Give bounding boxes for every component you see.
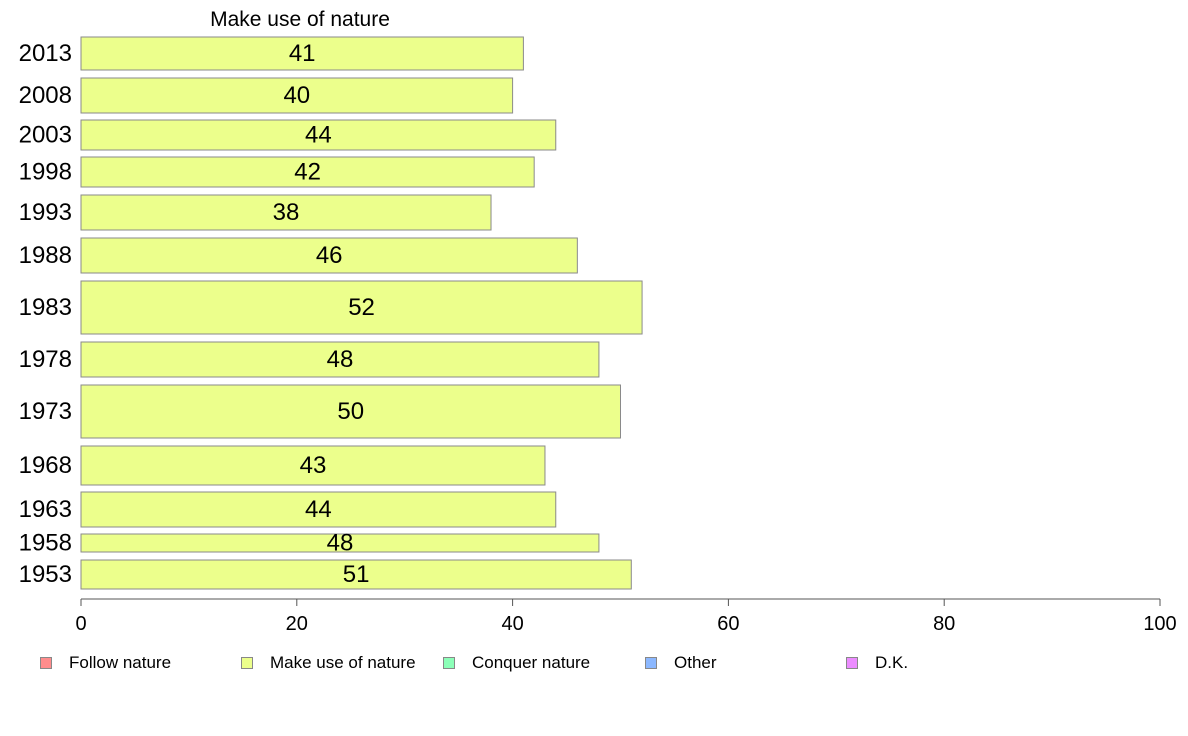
bar bbox=[80, 559, 632, 590]
y-tick-label: 2008 bbox=[19, 82, 72, 109]
legend: Follow nature Make use of nature Conquer… bbox=[0, 650, 1188, 676]
legend-label: Follow nature bbox=[69, 653, 172, 672]
legend-label: Other bbox=[674, 653, 717, 672]
legend-label: Conquer nature bbox=[472, 653, 591, 672]
bar bbox=[80, 280, 643, 335]
legend-item-make-use-of-nature: Make use of nature bbox=[241, 650, 416, 676]
x-tick-label: 60 bbox=[717, 613, 739, 635]
bar bbox=[80, 491, 557, 528]
legend-item-other: Other bbox=[645, 650, 717, 676]
legend-item-dk: D.K. bbox=[846, 650, 908, 676]
y-tick-label: 1993 bbox=[19, 199, 72, 226]
bar bbox=[80, 36, 524, 71]
y-tick-label: 1973 bbox=[19, 398, 72, 425]
y-tick-label: 1953 bbox=[19, 561, 72, 588]
y-tick-label: 1998 bbox=[19, 159, 72, 186]
y-tick-label: 1978 bbox=[19, 346, 72, 373]
bar bbox=[80, 156, 535, 188]
data-label: 43 bbox=[300, 452, 327, 479]
y-tick-label: 1963 bbox=[19, 496, 72, 523]
data-label: 41 bbox=[289, 40, 316, 67]
bar bbox=[80, 237, 578, 274]
x-tick-label: 40 bbox=[501, 613, 523, 635]
data-label: 52 bbox=[348, 294, 375, 321]
x-tick-label: 80 bbox=[933, 613, 955, 635]
data-label: 44 bbox=[305, 122, 332, 149]
legend-label: D.K. bbox=[875, 653, 909, 672]
bar bbox=[80, 533, 600, 553]
y-tick-label: 1983 bbox=[19, 294, 72, 321]
y-tick-label: 2013 bbox=[19, 40, 72, 67]
y-tick-label: 1988 bbox=[19, 242, 72, 269]
data-label: 51 bbox=[343, 561, 370, 588]
y-tick-label: 2003 bbox=[19, 122, 72, 149]
bars-group: 2013 41 2008 40 2003 44 1998 42 1993 38 1988 46 1983… bbox=[19, 36, 643, 590]
data-label: 46 bbox=[316, 242, 343, 269]
data-label: 48 bbox=[327, 346, 354, 373]
data-label: 38 bbox=[273, 199, 300, 226]
bar bbox=[80, 119, 557, 151]
bar bbox=[80, 341, 600, 378]
chart-title: Make use of nature bbox=[210, 8, 390, 31]
data-label: 50 bbox=[337, 398, 364, 425]
x-tick-label: 20 bbox=[286, 613, 308, 635]
x-tick-label: 0 bbox=[75, 613, 86, 635]
bar bbox=[80, 445, 546, 486]
legend-label: Make use of nature bbox=[270, 653, 416, 672]
bar bbox=[80, 77, 514, 114]
legend-item-follow-nature: Follow nature bbox=[40, 650, 171, 676]
data-label: 48 bbox=[327, 530, 354, 557]
bar-chart: Make use of nature 2013 41 2008 40 2003 44 199… bbox=[19, 8, 1177, 635]
x-axis: 0 20 40 60 80 100 bbox=[75, 598, 1177, 635]
data-label: 44 bbox=[305, 496, 332, 523]
legend-swatch bbox=[443, 657, 455, 669]
x-tick-label: 100 bbox=[1143, 613, 1176, 635]
y-tick-label: 1958 bbox=[19, 530, 72, 557]
legend-swatch bbox=[846, 657, 858, 669]
legend-swatch bbox=[645, 657, 657, 669]
data-label: 40 bbox=[283, 82, 310, 109]
legend-swatch bbox=[241, 657, 253, 669]
data-label: 42 bbox=[294, 159, 321, 186]
y-tick-label: 1968 bbox=[19, 452, 72, 479]
legend-item-conquer-nature: Conquer nature bbox=[443, 650, 590, 676]
bar bbox=[80, 194, 492, 231]
bar bbox=[80, 384, 621, 439]
legend-swatch bbox=[40, 657, 52, 669]
